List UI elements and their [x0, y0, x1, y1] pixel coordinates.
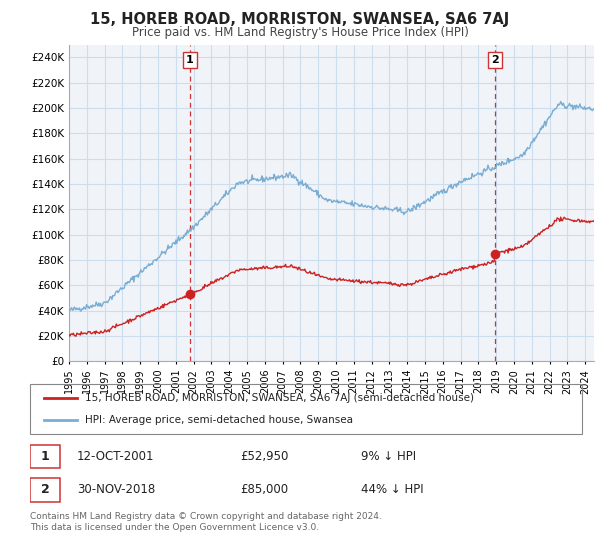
- Text: 9% ↓ HPI: 9% ↓ HPI: [361, 450, 416, 463]
- Bar: [30, 445, 61, 469]
- Text: 1: 1: [41, 450, 50, 463]
- Text: 1: 1: [186, 55, 194, 65]
- Text: £85,000: £85,000: [240, 483, 288, 496]
- Text: 15, HOREB ROAD, MORRISTON, SWANSEA, SA6 7AJ: 15, HOREB ROAD, MORRISTON, SWANSEA, SA6 …: [91, 12, 509, 27]
- Text: 44% ↓ HPI: 44% ↓ HPI: [361, 483, 424, 496]
- Text: 15, HOREB ROAD, MORRISTON, SWANSEA, SA6 7AJ (semi-detached house): 15, HOREB ROAD, MORRISTON, SWANSEA, SA6 …: [85, 393, 474, 403]
- Text: 2: 2: [491, 55, 499, 65]
- Text: HPI: Average price, semi-detached house, Swansea: HPI: Average price, semi-detached house,…: [85, 416, 353, 426]
- Text: Contains HM Land Registry data © Crown copyright and database right 2024.
This d: Contains HM Land Registry data © Crown c…: [30, 512, 382, 532]
- Text: 12-OCT-2001: 12-OCT-2001: [77, 450, 154, 463]
- Text: 30-NOV-2018: 30-NOV-2018: [77, 483, 155, 496]
- Text: 2: 2: [41, 483, 50, 496]
- Bar: [30, 478, 61, 502]
- Text: Price paid vs. HM Land Registry's House Price Index (HPI): Price paid vs. HM Land Registry's House …: [131, 26, 469, 39]
- Text: £52,950: £52,950: [240, 450, 288, 463]
